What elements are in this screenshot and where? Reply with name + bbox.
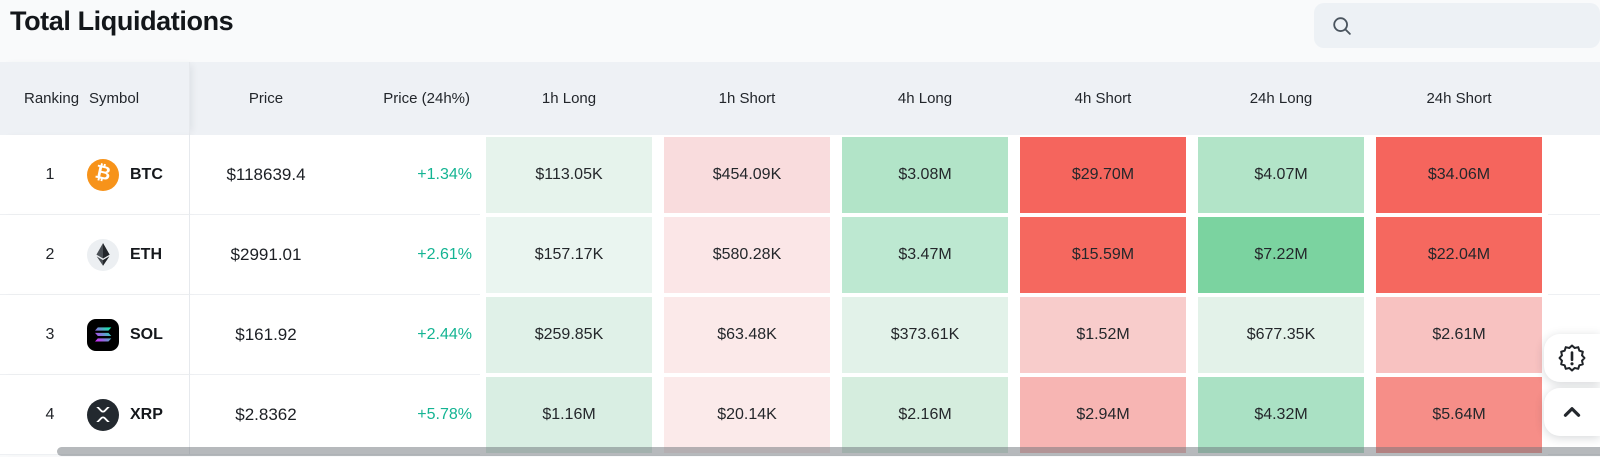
- header-24h-long[interactable]: 24h Long: [1249, 90, 1313, 107]
- header-ranking-symbol[interactable]: Ranking Symbol: [0, 62, 190, 135]
- price-change-value: +1.34%: [342, 135, 480, 215]
- header-filler: [1548, 62, 1600, 135]
- liquidation-cell-4h-short: $1.52M: [1020, 297, 1186, 373]
- coin-cell[interactable]: 4 XRP: [0, 375, 190, 455]
- liquidation-cell-1h-short: $63.48K: [664, 297, 830, 373]
- ranking-value: 2: [45, 245, 55, 263]
- header-4h-long[interactable]: 4h Long: [897, 90, 953, 107]
- price-value: $118639.4: [190, 135, 342, 215]
- search-icon: [1333, 16, 1351, 35]
- chevron-up-icon: [1563, 407, 1581, 417]
- search-box[interactable]: [1314, 3, 1600, 48]
- header-ranking-label: Ranking: [24, 90, 80, 107]
- liquidation-cell-1h-long: $113.05K: [486, 137, 652, 213]
- header-price[interactable]: Price: [248, 90, 284, 107]
- alert-badge-icon: [1558, 344, 1586, 372]
- header-4h-short[interactable]: 4h Short: [1074, 90, 1132, 107]
- sol-icon: [87, 318, 119, 351]
- liquidation-cell-4h-long: $373.61K: [842, 297, 1008, 373]
- top-bar: Total Liquidations: [0, 0, 1600, 62]
- liquidation-cell-1h-long: $157.17K: [486, 217, 652, 293]
- liquidation-cell-4h-short: $29.70M: [1020, 137, 1186, 213]
- table-row[interactable]: 4 XRP $2.8362 +5.78% $1.16M $20.14K $2.1…: [0, 375, 1600, 455]
- liquidation-cell-24h-long: $7.22M: [1198, 217, 1364, 293]
- eth-icon: [87, 238, 119, 271]
- scroll-to-top-button[interactable]: [1544, 388, 1600, 436]
- ranking-value: 4: [45, 405, 55, 423]
- coin-cell[interactable]: 2 ETH: [0, 215, 190, 295]
- alerts-badge-button[interactable]: [1544, 334, 1600, 382]
- coin-cell[interactable]: 3 SOL: [0, 295, 190, 375]
- price-change-value: +2.44%: [342, 295, 480, 375]
- header-1h-long[interactable]: 1h Long: [541, 90, 597, 107]
- table-row[interactable]: 2 ETH $2991.01 +2.61% $157.17K $580.28K …: [0, 215, 1600, 295]
- liquidation-cell-1h-short: $20.14K: [664, 377, 830, 453]
- price-value: $161.92: [190, 295, 342, 375]
- liquidations-table: Ranking Symbol Price Price (24h%) 1h Lon…: [0, 62, 1600, 455]
- price-value: $2991.01: [190, 215, 342, 295]
- table-row[interactable]: 1 ₿ BTC $118639.4 +1.34% $113.05K $454.0…: [0, 135, 1600, 215]
- liquidation-cell-1h-short: $454.09K: [664, 137, 830, 213]
- liquidation-cell-24h-long: $4.07M: [1198, 137, 1364, 213]
- header-24h-short[interactable]: 24h Short: [1426, 90, 1492, 107]
- ranking-value: 1: [45, 165, 55, 183]
- header-price-24h[interactable]: Price (24h%): [383, 90, 470, 107]
- price-value: $2.8362: [190, 375, 342, 455]
- liquidation-cell-4h-short: $2.94M: [1020, 377, 1186, 453]
- liquidation-cell-24h-long: $677.35K: [1198, 297, 1364, 373]
- liquidation-cell-4h-short: $15.59M: [1020, 217, 1186, 293]
- liquidation-cell-1h-short: $580.28K: [664, 217, 830, 293]
- price-change-value: +5.78%: [342, 375, 480, 455]
- liquidation-cell-24h-short: $2.61M: [1376, 297, 1542, 373]
- coin-cell[interactable]: 1 ₿ BTC: [0, 135, 190, 215]
- liquidation-cell-1h-long: $259.85K: [486, 297, 652, 373]
- xrp-icon: [87, 398, 119, 431]
- liquidation-cell-4h-long: $3.08M: [842, 137, 1008, 213]
- table-header-row: Ranking Symbol Price Price (24h%) 1h Lon…: [0, 62, 1600, 135]
- symbol-label: SOL: [130, 325, 163, 343]
- liquidation-cell-24h-short: $22.04M: [1376, 217, 1542, 293]
- symbol-label: ETH: [130, 245, 162, 263]
- ranking-value: 3: [45, 325, 55, 343]
- symbol-label: XRP: [130, 405, 163, 423]
- page-title: Total Liquidations: [10, 6, 234, 36]
- search-input[interactable]: [1363, 16, 1577, 35]
- table-row[interactable]: 3 SOL $161: [0, 295, 1600, 375]
- row-filler: [1548, 215, 1600, 295]
- horizontal-scrollbar-thumb[interactable]: [57, 447, 1600, 456]
- liquidation-cell-4h-long: $3.47M: [842, 217, 1008, 293]
- liquidation-cell-1h-long: $1.16M: [486, 377, 652, 453]
- liquidation-cell-24h-short: $5.64M: [1376, 377, 1542, 453]
- btc-icon: ₿: [87, 158, 119, 191]
- row-filler: [1548, 135, 1600, 215]
- header-symbol-label: Symbol: [89, 90, 140, 107]
- price-change-value: +2.61%: [342, 215, 480, 295]
- liquidation-cell-24h-long: $4.32M: [1198, 377, 1364, 453]
- header-1h-short[interactable]: 1h Short: [718, 90, 776, 107]
- liquidation-cell-24h-short: $34.06M: [1376, 137, 1542, 213]
- liquidation-cell-4h-long: $2.16M: [842, 377, 1008, 453]
- symbol-label: BTC: [130, 165, 163, 183]
